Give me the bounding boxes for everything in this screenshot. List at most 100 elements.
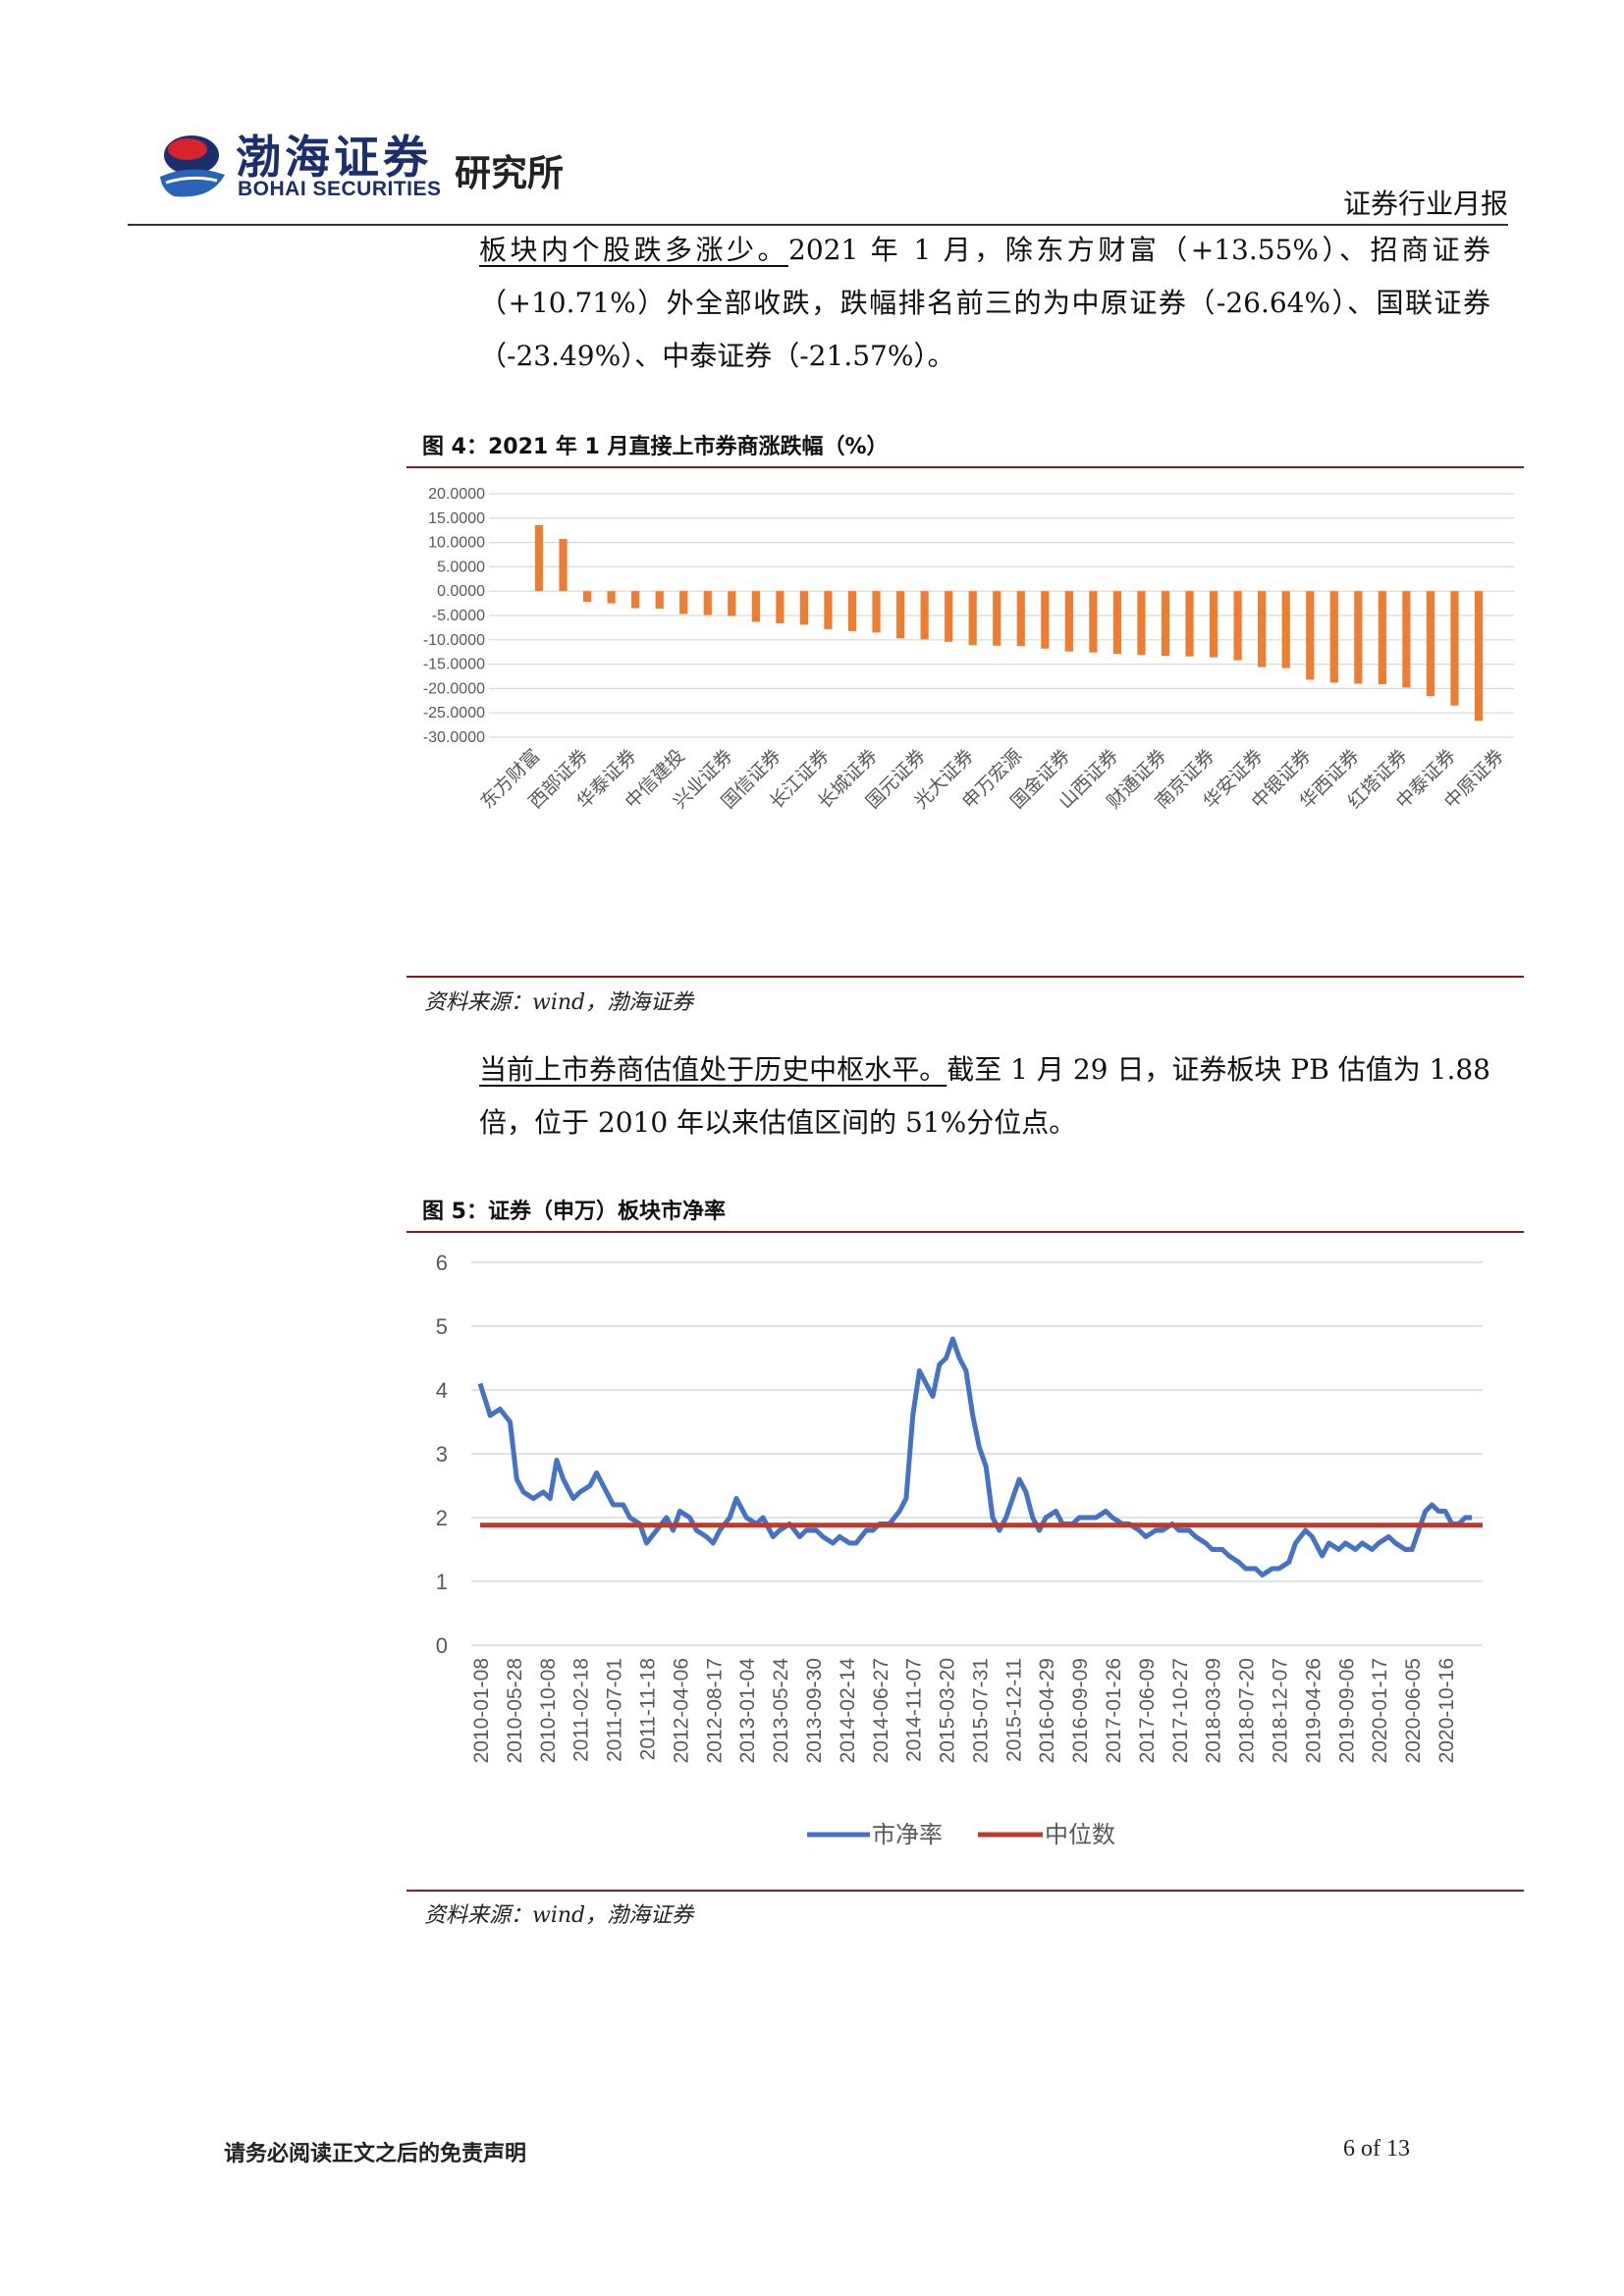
x-tick-label: 2016-04-29: [1036, 1658, 1058, 1763]
bar: [1450, 591, 1459, 706]
y-tick-label: -5.0000: [432, 608, 485, 624]
x-tick-label: 2018-12-07: [1270, 1658, 1292, 1763]
x-tick-label: 2020-01-17: [1369, 1658, 1391, 1763]
bar: [559, 539, 568, 592]
bar: [993, 591, 1001, 646]
bohai-logo-icon: [160, 135, 225, 197]
logo-text-en: BOHAI SECURITIES: [238, 178, 442, 200]
bar: [631, 591, 640, 609]
y-tick-label: 5: [436, 1314, 448, 1339]
bar: [1402, 591, 1411, 688]
y-tick-label: 3: [436, 1442, 448, 1467]
x-tick-label: 2017-06-09: [1136, 1658, 1159, 1763]
bar: [703, 591, 712, 615]
report-type: 证券行业月报: [1342, 187, 1508, 220]
x-tick-label: 2013-05-24: [770, 1658, 792, 1764]
bar: [968, 591, 977, 646]
x-tick-label: 2020-10-16: [1435, 1658, 1458, 1763]
x-tick-label: 2010-05-28: [504, 1658, 526, 1763]
y-tick-label: 4: [436, 1378, 448, 1403]
x-tick-label: 2018-07-20: [1236, 1658, 1259, 1763]
figure5-source: 资料来源：wind，渤海证券: [424, 1903, 694, 1928]
y-tick-label: 5.0000: [437, 559, 485, 575]
figure5-line-chart: 0 1 2 3 4 5 6 2010-01-08 2010-05-28 2010-10-08 20…: [436, 1251, 1483, 1848]
x-tick-label: 2017-10-27: [1169, 1658, 1192, 1763]
x-tick-label: 2014-02-14: [837, 1658, 859, 1764]
bar: [1112, 591, 1122, 655]
bar: [1378, 591, 1386, 684]
x-tick-label: 2019-09-06: [1335, 1658, 1358, 1763]
x-tick-label: 2015-03-20: [937, 1658, 959, 1763]
bar: [607, 591, 616, 604]
bar: [1016, 591, 1025, 647]
x-tick-label: 2012-08-17: [703, 1658, 726, 1763]
bar: [799, 591, 809, 625]
series-line-pb: [477, 1336, 1473, 1577]
bar: [1329, 591, 1338, 683]
x-tick-label: 2014-06-27: [870, 1658, 893, 1763]
legend-label: 市净率: [872, 1822, 943, 1848]
bar: [1137, 591, 1146, 656]
x-tick-label: 2017-01-26: [1103, 1658, 1125, 1763]
bar: [679, 591, 688, 614]
bar: [1089, 591, 1098, 653]
bar: [751, 591, 760, 622]
y-tick-label: 1: [436, 1570, 448, 1594]
y-tick-label: 10.0000: [428, 535, 485, 552]
paragraph-stocks-performance: 板块内个股跌多涨少。2021 年 1 月，除东方财富（+13.55%）、招商证券…: [479, 224, 1490, 383]
bar: [1041, 591, 1050, 649]
bar: [728, 591, 736, 616]
x-tick-label: 2018-03-09: [1203, 1658, 1225, 1763]
bar: [1426, 591, 1435, 697]
bar: [945, 591, 953, 642]
x-tick-label: 2013-01-04: [736, 1658, 759, 1764]
y-tick-label: -25.0000: [423, 705, 485, 721]
bar: [1161, 591, 1170, 657]
figure4-title: 图 4：2021 年 1 月直接上市券商涨跌幅（%）: [422, 435, 889, 459]
paragraph-body: 2021 年 1 月，除东方财富（+13.55%）、招商证券（+10.71%）外…: [479, 234, 1490, 372]
y-tick-label: -20.0000: [423, 680, 485, 697]
figure4-top-rule: [406, 466, 1524, 468]
bar: [776, 591, 785, 623]
figure4-bar-chart: 20.0000 15.0000 10.0000 5.0000 0.0000 -5.0000…: [423, 486, 1514, 813]
bar: [1258, 591, 1267, 667]
y-tick-label: 15.0000: [428, 510, 485, 527]
figure4-source: 资料来源：wind，渤海证券: [424, 990, 694, 1015]
bar: [1185, 591, 1194, 657]
y-tick-label: 2: [436, 1506, 448, 1530]
bar: [1209, 591, 1218, 658]
bar: [847, 591, 857, 631]
x-tick-label: 2010-10-08: [537, 1658, 560, 1763]
bar: [1354, 591, 1363, 684]
paragraph-body: 截至 1 月 29 日，证券板块 PB 估值为 1.88 倍，位于 2010 年…: [479, 1053, 1490, 1139]
bar: [655, 591, 664, 610]
y-tick-label: 0: [436, 1633, 448, 1658]
x-tick-label: 2012-04-06: [670, 1658, 692, 1763]
header-divider: [128, 224, 1508, 226]
x-tick-label: 2016-09-09: [1069, 1658, 1092, 1763]
y-tick-label: -30.0000: [423, 729, 485, 746]
bar: [582, 591, 592, 603]
y-tick-label: 0.0000: [437, 583, 485, 600]
figure5-top-rule: [406, 1231, 1524, 1233]
bar: [1064, 591, 1073, 652]
bar: [1474, 591, 1484, 721]
bar: [872, 591, 881, 633]
figure5-title: 图 5：证券（申万）板块市净率: [422, 1200, 726, 1224]
x-tick-label: 2011-11-18: [636, 1658, 659, 1760]
page-number: 6 of 13: [1343, 2136, 1410, 2162]
y-tick-label: 20.0000: [428, 486, 485, 503]
figure4-bottom-rule: [406, 976, 1524, 978]
y-tick-label: 6: [436, 1251, 448, 1275]
figure5-bottom-rule: [406, 1890, 1524, 1892]
x-tick-label: 2015-12-11: [1002, 1658, 1025, 1762]
paragraph-lead: 当前上市券商估值处于历史中枢水平。: [479, 1053, 947, 1086]
x-tick-label: 2011-02-18: [570, 1658, 593, 1762]
legend-label: 中位数: [1045, 1822, 1115, 1848]
x-tick-label: 2011-07-01: [604, 1658, 626, 1762]
paragraph-valuation: 当前上市券商估值处于历史中枢水平。截至 1 月 29 日，证券板块 PB 估值为…: [479, 1043, 1490, 1149]
bar: [824, 591, 833, 629]
x-tick-label: 2010-01-08: [470, 1658, 493, 1763]
logo-text-cn: 渤海证券: [236, 131, 432, 184]
x-tick-label: 2014-11-07: [903, 1658, 926, 1762]
